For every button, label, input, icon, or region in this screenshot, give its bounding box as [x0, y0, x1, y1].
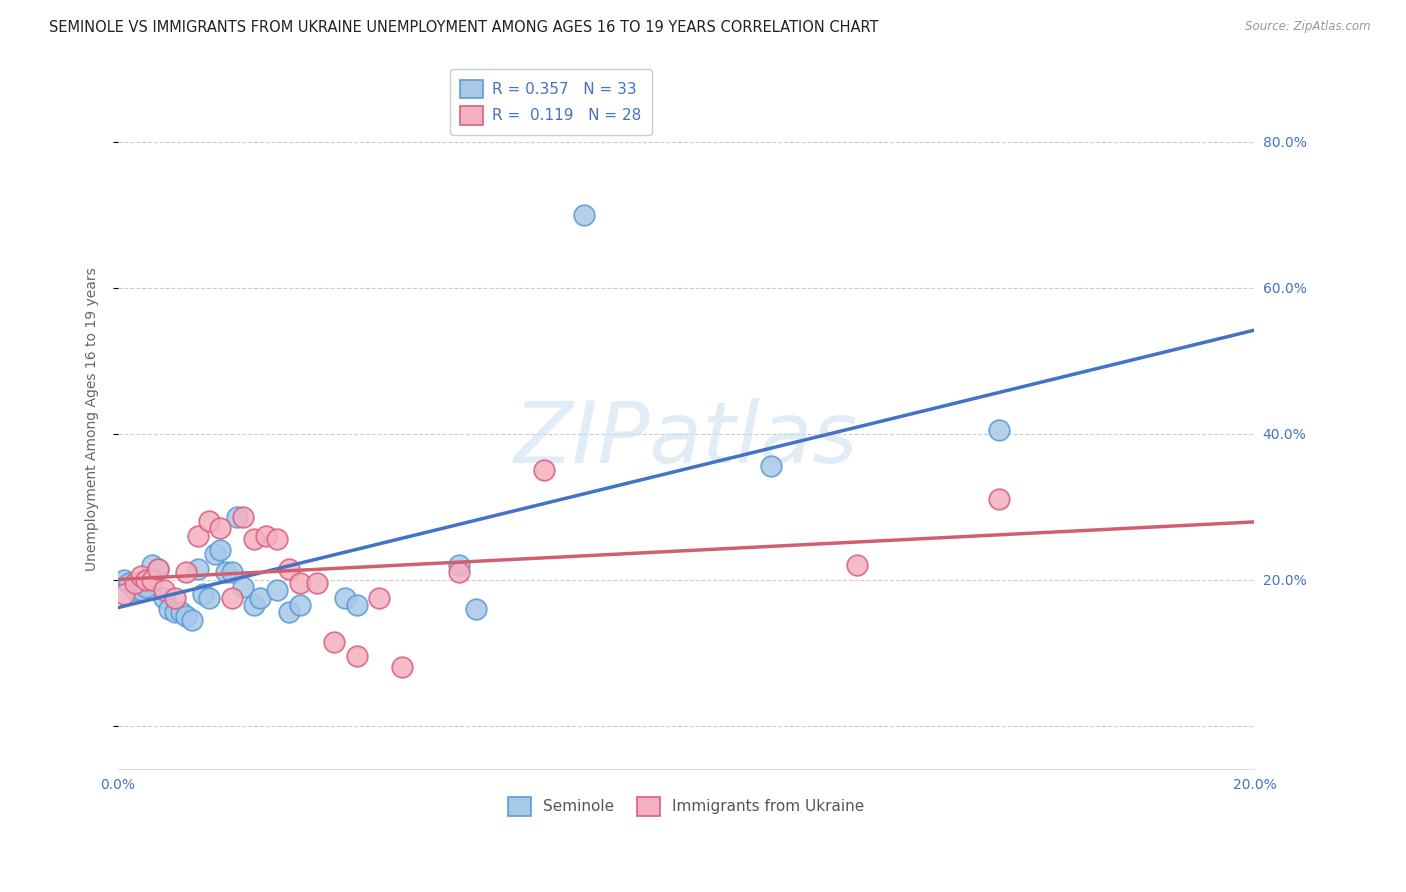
Point [346, 649, 368, 664]
Point [221, 565, 243, 579]
Point [845, 558, 868, 572]
Point [346, 598, 368, 612]
Text: Source: ZipAtlas.com: Source: ZipAtlas.com [1246, 20, 1371, 33]
Point [198, 514, 221, 528]
Point [987, 492, 1010, 507]
Point [187, 561, 209, 575]
Point [533, 463, 555, 477]
Point [146, 561, 169, 575]
Legend: Seminole, Immigrants from Ukraine: Seminole, Immigrants from Ukraine [499, 788, 873, 825]
Point [305, 576, 328, 591]
Point [187, 529, 209, 543]
Point [215, 565, 238, 579]
Point [232, 510, 254, 524]
Point [288, 598, 311, 612]
Point [232, 580, 254, 594]
Point [226, 510, 249, 524]
Point [112, 587, 135, 601]
Point [254, 529, 277, 543]
Point [124, 583, 146, 598]
Point [447, 565, 470, 579]
Point [204, 547, 226, 561]
Point [249, 591, 271, 605]
Point [243, 598, 266, 612]
Point [209, 521, 232, 535]
Point [174, 565, 197, 579]
Point [323, 634, 346, 648]
Point [266, 533, 288, 547]
Point [146, 561, 169, 575]
Point [465, 601, 488, 615]
Point [288, 576, 311, 591]
Point [129, 583, 152, 598]
Point [174, 609, 197, 624]
Point [572, 207, 595, 221]
Point [193, 587, 215, 601]
Point [169, 605, 191, 619]
Point [141, 573, 163, 587]
Point [118, 576, 141, 591]
Point [987, 423, 1010, 437]
Point [266, 583, 288, 598]
Point [335, 591, 357, 605]
Point [277, 605, 299, 619]
Point [180, 613, 202, 627]
Point [135, 573, 157, 587]
Point [368, 591, 391, 605]
Point [198, 591, 221, 605]
Point [163, 605, 186, 619]
Point [141, 558, 163, 572]
Y-axis label: Unemployment Among Ages 16 to 19 years: Unemployment Among Ages 16 to 19 years [86, 267, 100, 571]
Point [761, 459, 783, 474]
Point [112, 573, 135, 587]
Text: ZIPatlas: ZIPatlas [515, 399, 859, 482]
Point [157, 601, 180, 615]
Point [209, 543, 232, 558]
Point [221, 591, 243, 605]
Point [152, 591, 174, 605]
Point [243, 533, 266, 547]
Point [135, 580, 157, 594]
Point [447, 558, 470, 572]
Text: SEMINOLE VS IMMIGRANTS FROM UKRAINE UNEMPLOYMENT AMONG AGES 16 TO 19 YEARS CORRE: SEMINOLE VS IMMIGRANTS FROM UKRAINE UNEM… [49, 20, 879, 35]
Point [277, 561, 299, 575]
Point [163, 591, 186, 605]
Point [391, 660, 413, 674]
Point [152, 583, 174, 598]
Point [124, 576, 146, 591]
Point [129, 569, 152, 583]
